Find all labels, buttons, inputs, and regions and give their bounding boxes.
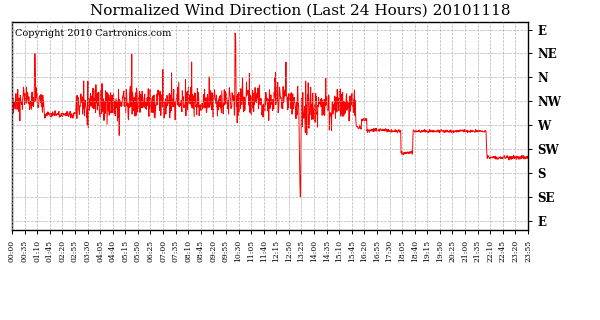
Text: Normalized Wind Direction (Last 24 Hours) 20101118: Normalized Wind Direction (Last 24 Hours… [90,3,510,17]
Text: Copyright 2010 Cartronics.com: Copyright 2010 Cartronics.com [14,28,171,38]
